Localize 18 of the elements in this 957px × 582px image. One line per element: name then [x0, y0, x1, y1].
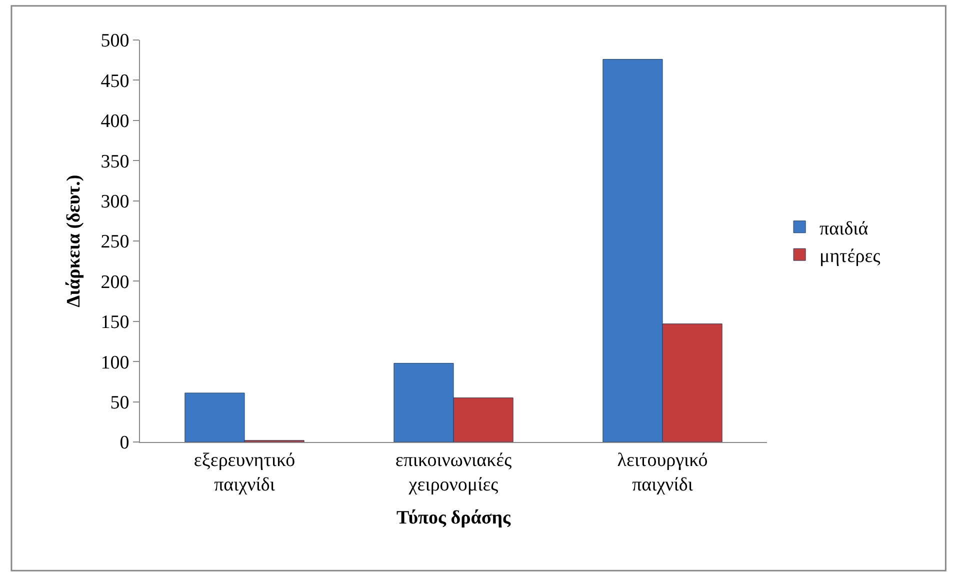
y-axis-title: Διάρκεια (δευτ.)	[64, 174, 85, 308]
y-tick-label: 450	[100, 70, 130, 92]
x-tick-label: επικοινωνιακές χειρονομίες	[395, 450, 512, 496]
legend-label: παιδιά	[820, 218, 868, 240]
legend-label: μητέρες	[820, 246, 881, 267]
x-tick-label: λειτουργικό παιχνίδι	[617, 450, 708, 496]
x-axis-title: Τύπος δράσης	[396, 507, 512, 528]
y-tick-label: 50	[110, 392, 130, 414]
y-tick-label: 500	[100, 30, 130, 52]
y-tick-label: 100	[100, 352, 130, 374]
x-tick-label: εξερευνητικό παιχνίδι	[194, 450, 296, 496]
y-tick-label: 400	[100, 111, 130, 132]
y-tick-label: 0	[120, 432, 130, 454]
y-tick-label: 200	[100, 272, 130, 293]
y-tick-label: 250	[100, 232, 130, 253]
y-tick-label: 150	[100, 312, 130, 334]
y-tick-label: 300	[100, 191, 130, 212]
y-tick-label: 350	[100, 151, 130, 172]
